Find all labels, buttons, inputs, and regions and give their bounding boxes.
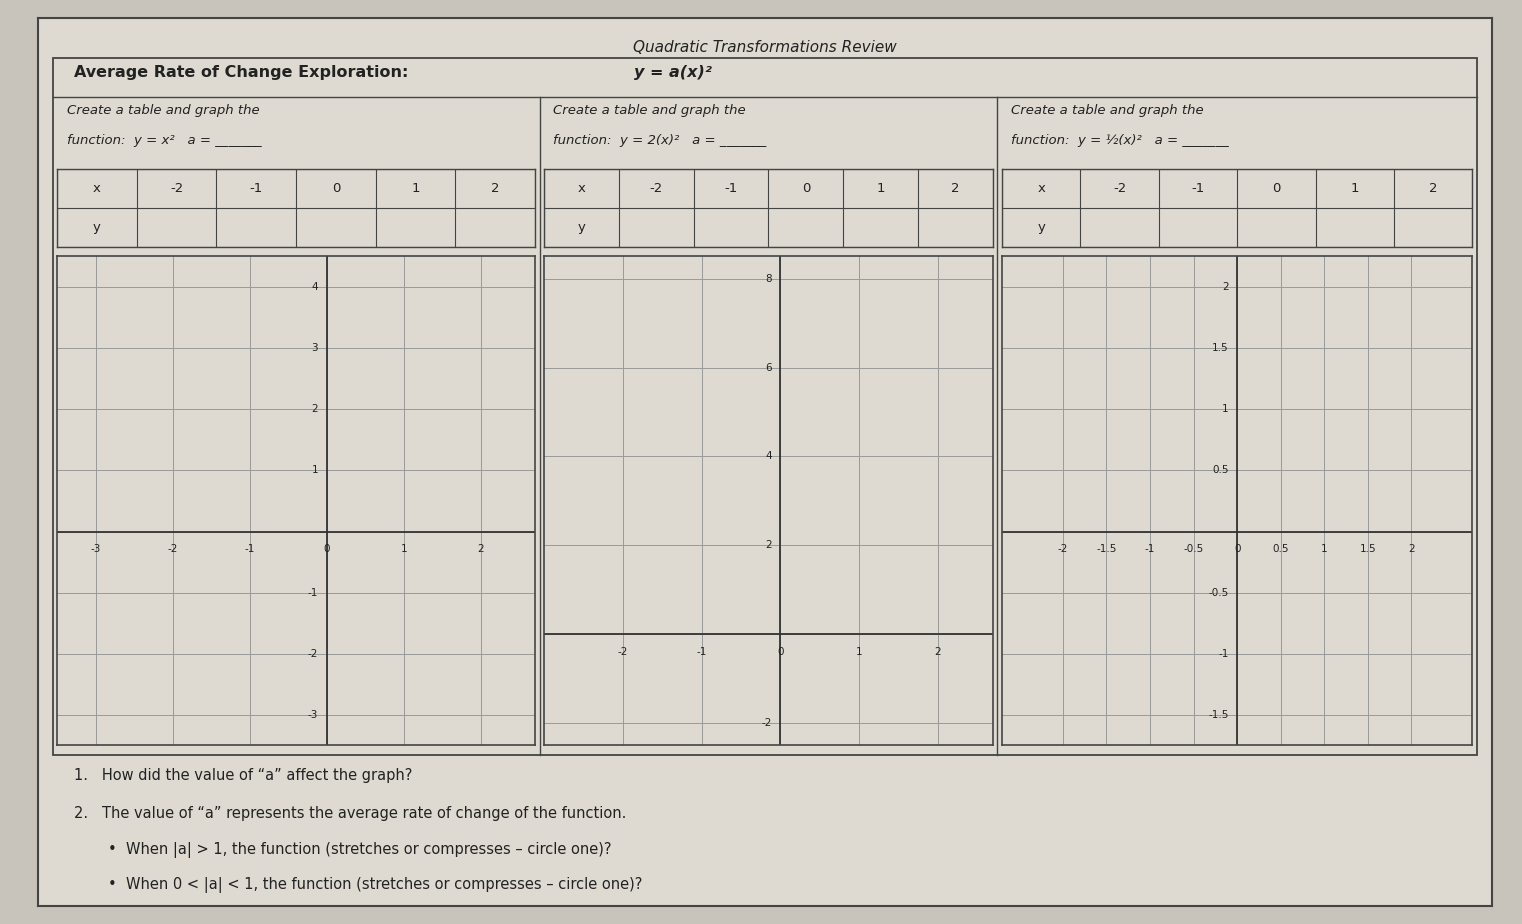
Text: y: y bbox=[93, 221, 100, 234]
Text: 1: 1 bbox=[411, 182, 420, 195]
Text: 2: 2 bbox=[766, 541, 772, 551]
Text: y = a(x)²: y = a(x)² bbox=[635, 65, 712, 79]
Text: 0: 0 bbox=[1234, 543, 1240, 553]
Text: 2: 2 bbox=[935, 647, 941, 657]
Text: 2: 2 bbox=[1408, 543, 1415, 553]
Text: 1: 1 bbox=[1222, 404, 1228, 414]
Text: -0.5: -0.5 bbox=[1208, 588, 1228, 598]
Text: 2: 2 bbox=[478, 543, 484, 553]
Text: -1.5: -1.5 bbox=[1096, 543, 1117, 553]
Bar bbox=[53, 58, 1476, 755]
Text: -2: -2 bbox=[167, 543, 178, 553]
Text: -1.5: -1.5 bbox=[1208, 710, 1228, 720]
Text: y: y bbox=[1036, 221, 1046, 234]
Text: y: y bbox=[577, 221, 586, 234]
Text: •  When |a| > 1, the function (stretches or compresses – circle one)?: • When |a| > 1, the function (stretches … bbox=[108, 842, 612, 857]
Text: x: x bbox=[93, 182, 100, 195]
Text: -1: -1 bbox=[307, 588, 318, 598]
Text: 0: 0 bbox=[802, 182, 810, 195]
Text: 1.5: 1.5 bbox=[1359, 543, 1376, 553]
Text: 0.5: 0.5 bbox=[1272, 543, 1289, 553]
Text: 1: 1 bbox=[855, 647, 863, 657]
Text: -2: -2 bbox=[618, 647, 629, 657]
Text: 2: 2 bbox=[1222, 282, 1228, 292]
Text: -2: -2 bbox=[307, 649, 318, 659]
Text: -1: -1 bbox=[250, 182, 263, 195]
Text: 0.5: 0.5 bbox=[1212, 466, 1228, 475]
Text: -2: -2 bbox=[763, 718, 772, 728]
Text: Quadratic Transformations Review: Quadratic Transformations Review bbox=[633, 40, 896, 55]
Text: •  When 0 < |a| < 1, the function (stretches or compresses – circle one)?: • When 0 < |a| < 1, the function (stretc… bbox=[108, 877, 642, 894]
Text: 4: 4 bbox=[766, 452, 772, 461]
Text: 2.   The value of “a” represents the average rate of change of the function.: 2. The value of “a” represents the avera… bbox=[75, 806, 627, 821]
Text: Create a table and graph the: Create a table and graph the bbox=[1011, 104, 1204, 117]
Text: 1: 1 bbox=[400, 543, 408, 553]
Text: function:  y = 2(x)²   a = _______: function: y = 2(x)² a = _______ bbox=[552, 134, 766, 147]
Text: 2: 2 bbox=[312, 404, 318, 414]
Text: Average Rate of Change Exploration:: Average Rate of Change Exploration: bbox=[75, 65, 420, 79]
Text: -1: -1 bbox=[724, 182, 738, 195]
Text: 1: 1 bbox=[1350, 182, 1359, 195]
Text: Create a table and graph the: Create a table and graph the bbox=[552, 104, 746, 117]
Text: 3: 3 bbox=[312, 343, 318, 353]
Text: -1: -1 bbox=[245, 543, 256, 553]
Text: 1.   How did the value of “a” affect the graph?: 1. How did the value of “a” affect the g… bbox=[75, 768, 412, 783]
Text: 0: 0 bbox=[332, 182, 339, 195]
Text: 4: 4 bbox=[312, 282, 318, 292]
Text: x: x bbox=[1036, 182, 1046, 195]
Text: -0.5: -0.5 bbox=[1184, 543, 1204, 553]
Text: -3: -3 bbox=[307, 710, 318, 720]
Text: 2: 2 bbox=[1429, 182, 1437, 195]
Text: x: x bbox=[577, 182, 586, 195]
Text: 2: 2 bbox=[492, 182, 499, 195]
Text: -1: -1 bbox=[697, 647, 706, 657]
Text: -3: -3 bbox=[90, 543, 100, 553]
Text: 1: 1 bbox=[312, 466, 318, 475]
Text: 0: 0 bbox=[1272, 182, 1280, 195]
Text: 2: 2 bbox=[951, 182, 960, 195]
Text: function:  y = x²   a = _______: function: y = x² a = _______ bbox=[67, 134, 262, 147]
Text: Create a table and graph the: Create a table and graph the bbox=[67, 104, 259, 117]
Text: 1.5: 1.5 bbox=[1212, 343, 1228, 353]
Text: -1: -1 bbox=[1192, 182, 1204, 195]
Text: -2: -2 bbox=[1058, 543, 1068, 553]
Text: 0: 0 bbox=[778, 647, 784, 657]
Text: -2: -2 bbox=[1113, 182, 1126, 195]
Text: -2: -2 bbox=[650, 182, 664, 195]
Text: -1: -1 bbox=[1145, 543, 1155, 553]
Text: 1: 1 bbox=[877, 182, 884, 195]
Text: 0: 0 bbox=[324, 543, 330, 553]
Text: 8: 8 bbox=[766, 274, 772, 284]
Text: 6: 6 bbox=[766, 362, 772, 372]
Text: -1: -1 bbox=[1218, 649, 1228, 659]
Text: -2: -2 bbox=[170, 182, 183, 195]
Text: function:  y = ½(x)²   a = _______: function: y = ½(x)² a = _______ bbox=[1011, 134, 1230, 147]
Text: 1: 1 bbox=[1321, 543, 1327, 553]
